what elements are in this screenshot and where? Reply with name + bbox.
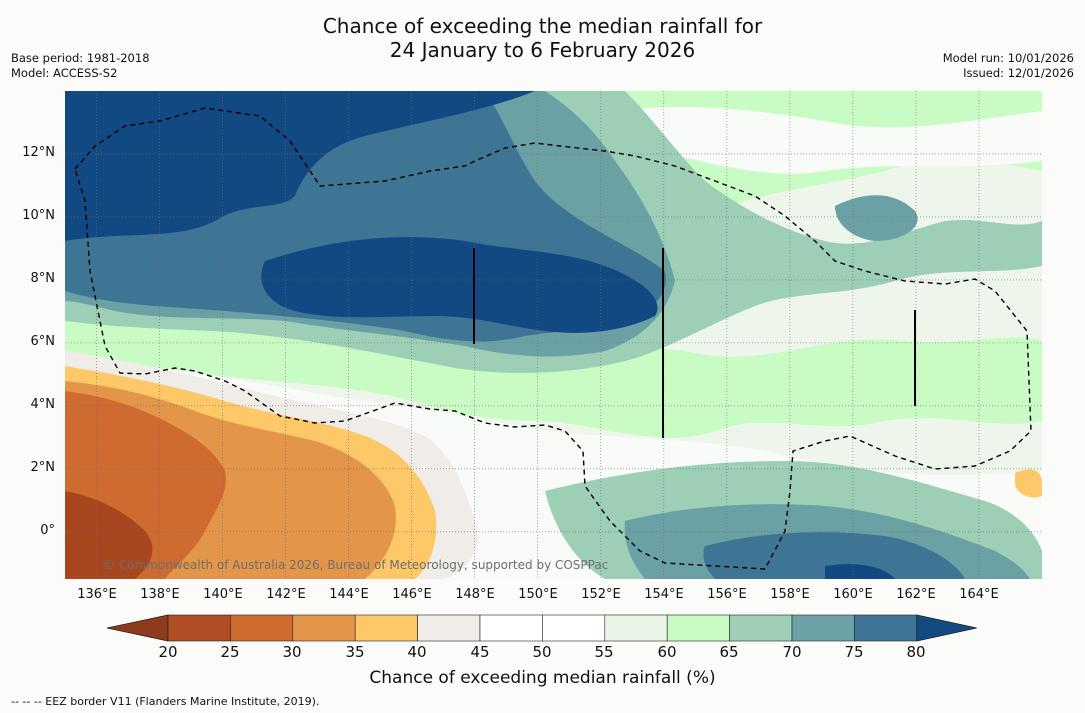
issued-date: Issued: 12/01/2026	[963, 66, 1074, 80]
model-run: Model run: 10/01/2026	[942, 51, 1074, 65]
lon-label-158e: 158°E	[770, 587, 810, 602]
lat-label-2n: 2°N	[30, 460, 56, 475]
lon-label-162e: 162°E	[896, 587, 936, 602]
cb-segment-35	[354, 614, 418, 642]
cb-tick-75: 75	[844, 643, 864, 661]
lon-label-152e: 152°E	[581, 587, 621, 602]
region-above-80-se	[825, 564, 895, 579]
cb-segment-40	[417, 614, 481, 642]
lon-label-154e: 154°E	[644, 587, 684, 602]
map-title: Chance of exceeding the median rainfall …	[0, 14, 1085, 62]
cb-segment-75	[854, 614, 918, 642]
model-name: Model: ACCESS-S2	[11, 66, 118, 80]
meta-right: Model run: 10/01/2026 Issued: 12/01/2026	[943, 51, 1074, 81]
rainfall-map[interactable]	[65, 91, 1042, 579]
region-above-80	[65, 91, 535, 241]
title-line-2: 24 January to 6 February 2026	[389, 38, 696, 62]
lon-label-160e: 160°E	[833, 587, 873, 602]
lon-label-138e: 138°E	[140, 587, 180, 602]
map-canvas	[65, 91, 1042, 579]
cb-tick-30: 30	[282, 643, 302, 661]
cb-segment-30	[292, 614, 356, 642]
cb-extend-low	[106, 614, 169, 642]
eez-legend: -- -- -- EEZ border V11 (Flanders Marine…	[11, 695, 320, 708]
colorbar	[106, 614, 977, 642]
cb-tick-65: 65	[719, 643, 739, 661]
gridlines	[65, 91, 1042, 579]
cb-segment-50	[542, 614, 606, 642]
region-70-75-east	[835, 195, 918, 241]
cb-segment-55	[604, 614, 668, 642]
lat-label-10n: 10°N	[22, 208, 55, 223]
lat-label-0: 0°	[40, 523, 55, 538]
cb-tick-50: 50	[532, 643, 552, 661]
cb-segment-25	[230, 614, 294, 642]
cb-extend-high	[916, 614, 977, 642]
region-75-80-se	[703, 532, 965, 579]
cb-tick-20: 20	[158, 643, 178, 661]
cb-tick-35: 35	[345, 643, 365, 661]
cb-tick-55: 55	[594, 643, 614, 661]
lon-label-156e: 156°E	[707, 587, 747, 602]
title-line-1: Chance of exceeding the median rainfall …	[322, 14, 763, 38]
lon-label-142e: 142°E	[266, 587, 306, 602]
base-period: Base period: 1981-2018	[11, 51, 150, 65]
map-credit: © Commonwealth of Australia 2026, Bureau…	[103, 558, 609, 572]
cb-tick-40: 40	[407, 643, 427, 661]
lon-label-164e: 164°E	[959, 587, 999, 602]
eez-border	[74, 107, 1032, 570]
lat-label-6n: 6°N	[30, 334, 56, 349]
lat-label-12n: 12°N	[22, 145, 55, 160]
region-white-upper	[623, 106, 1042, 174]
cb-segment-60	[666, 614, 730, 642]
lon-label-140e: 140°E	[203, 587, 243, 602]
lon-label-144e: 144°E	[329, 587, 369, 602]
region-35-40-east	[1015, 469, 1042, 498]
lon-label-136e: 136°E	[77, 587, 117, 602]
cb-segment-20	[167, 614, 231, 642]
region-20-25	[65, 491, 153, 579]
cb-tick-80: 80	[906, 643, 926, 661]
cb-segment-65	[729, 614, 793, 642]
cb-tick-25: 25	[220, 643, 240, 661]
region-above-80-mid	[261, 237, 658, 333]
cb-tick-60: 60	[657, 643, 677, 661]
meta-left: Base period: 1981-2018 Model: ACCESS-S2	[11, 51, 150, 81]
cb-segment-70	[791, 614, 855, 642]
cb-segment-45	[479, 614, 543, 642]
lon-label-150e: 150°E	[518, 587, 558, 602]
cb-tick-45: 45	[470, 643, 490, 661]
lat-label-8n: 8°N	[30, 271, 56, 286]
lon-label-146e: 146°E	[392, 587, 432, 602]
colorbar-title: Chance of exceeding median rainfall (%)	[369, 668, 716, 688]
lat-label-4n: 4°N	[30, 397, 56, 412]
cb-tick-70: 70	[782, 643, 802, 661]
lon-label-148e: 148°E	[455, 587, 495, 602]
